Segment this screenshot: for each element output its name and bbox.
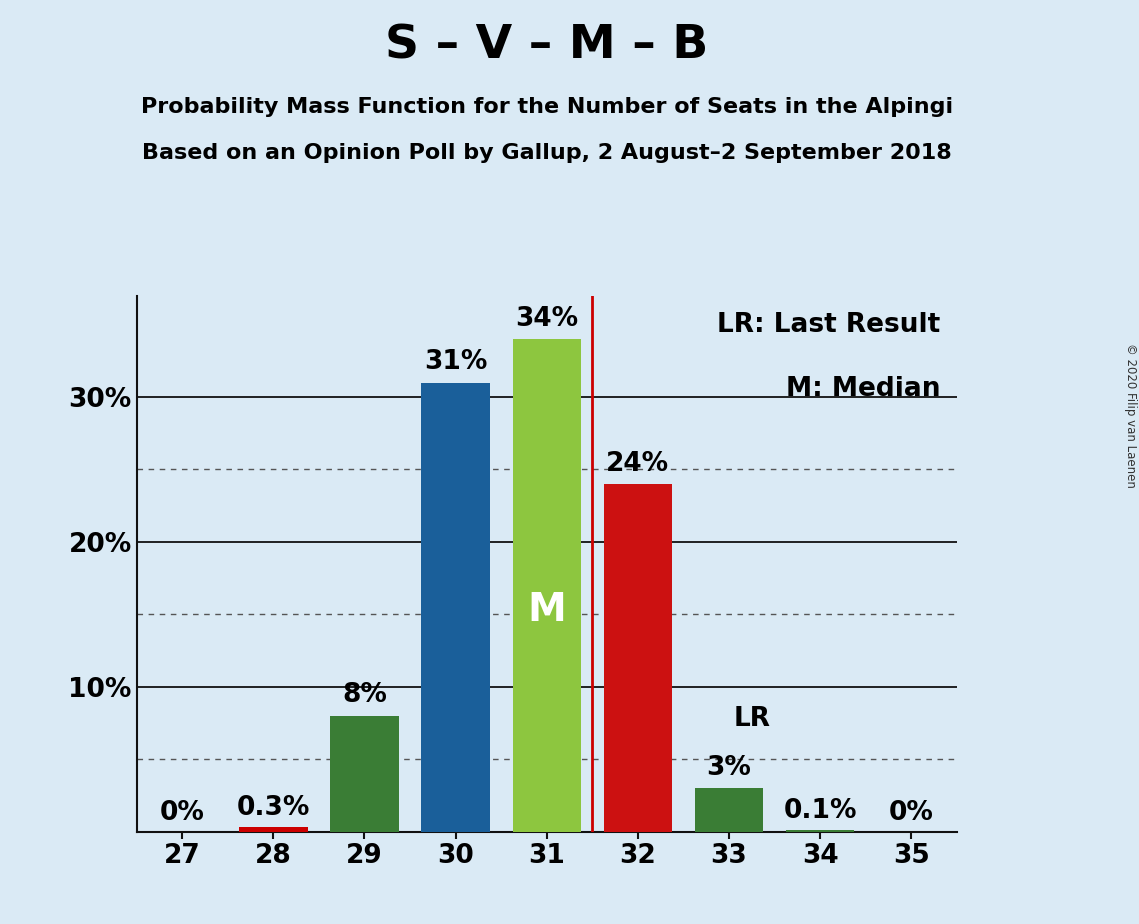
Bar	[695, 788, 763, 832]
Text: 0%: 0%	[159, 800, 205, 826]
Text: M: M	[527, 591, 566, 629]
Text: M: Median: M: Median	[786, 376, 941, 402]
Text: 3%: 3%	[706, 755, 752, 781]
Text: S – V – M – B: S – V – M – B	[385, 23, 708, 68]
Bar	[330, 716, 399, 832]
Bar	[239, 827, 308, 832]
Bar	[421, 383, 490, 832]
Text: LR: LR	[734, 706, 770, 732]
Text: LR: Last Result: LR: Last Result	[718, 311, 941, 338]
Text: Probability Mass Function for the Number of Seats in the Alpingi: Probability Mass Function for the Number…	[140, 97, 953, 117]
Bar	[513, 339, 581, 832]
Text: 0.3%: 0.3%	[237, 796, 310, 821]
Bar	[604, 484, 672, 832]
Text: 8%: 8%	[342, 683, 387, 709]
Text: © 2020 Filip van Laenen: © 2020 Filip van Laenen	[1124, 344, 1137, 488]
Text: 34%: 34%	[515, 306, 579, 332]
Text: 0.1%: 0.1%	[784, 798, 857, 824]
Text: 31%: 31%	[424, 349, 487, 375]
Text: 24%: 24%	[606, 451, 670, 477]
Text: Based on an Opinion Poll by Gallup, 2 August–2 September 2018: Based on an Opinion Poll by Gallup, 2 Au…	[142, 143, 951, 164]
Text: 0%: 0%	[888, 800, 934, 826]
Bar	[786, 830, 854, 832]
